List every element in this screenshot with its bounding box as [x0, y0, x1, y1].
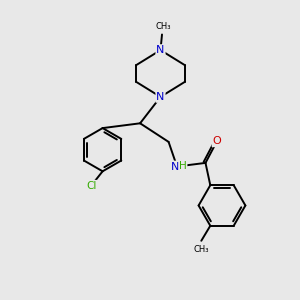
Text: N: N — [156, 92, 165, 102]
Text: N: N — [156, 45, 165, 55]
Text: N: N — [171, 161, 180, 172]
Text: CH₃: CH₃ — [156, 22, 171, 31]
Text: O: O — [212, 136, 221, 146]
Text: H: H — [179, 161, 187, 171]
Text: Cl: Cl — [86, 181, 96, 191]
Text: CH₃: CH₃ — [194, 245, 209, 254]
